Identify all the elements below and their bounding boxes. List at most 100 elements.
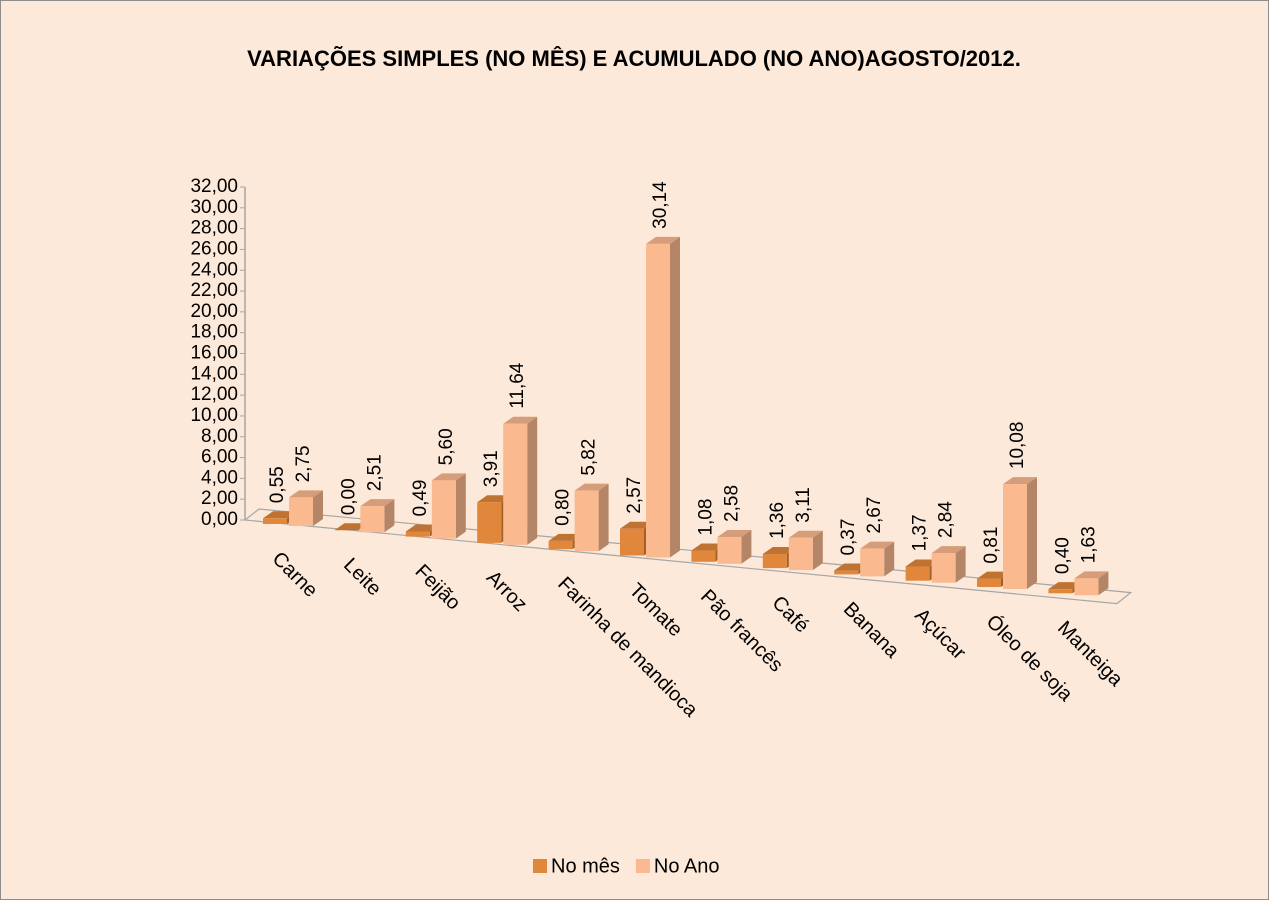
value-label: 11,64 xyxy=(507,362,528,409)
bar-group xyxy=(860,541,895,577)
legend-swatch xyxy=(533,859,547,873)
bar xyxy=(477,502,502,543)
bar-group xyxy=(788,530,823,571)
bar-side xyxy=(598,483,609,552)
value-label: 3,91 xyxy=(481,450,502,487)
bar-group xyxy=(431,473,466,539)
bar-top xyxy=(263,511,297,519)
legend-swatch xyxy=(635,859,650,873)
bar xyxy=(860,548,885,577)
bar-side xyxy=(812,530,823,571)
value-label: 2,57 xyxy=(624,477,645,514)
bar xyxy=(289,497,313,526)
value-label: 10,08 xyxy=(1007,422,1028,470)
bar-top xyxy=(762,546,797,554)
bar-top xyxy=(931,546,966,554)
bar-group xyxy=(1074,571,1109,596)
value-label: 2,58 xyxy=(721,485,742,522)
bar xyxy=(1003,484,1027,589)
chart-title: VARIAÇÕES SIMPLES (NO MÊS) E ACUMULADO (… xyxy=(247,46,1021,71)
bar-top xyxy=(431,473,466,481)
bar-top xyxy=(620,521,654,529)
bar-top xyxy=(289,490,323,498)
y-tick-label: 10,00 xyxy=(190,405,238,426)
value-label: 5,82 xyxy=(579,439,600,476)
bar xyxy=(1048,589,1073,594)
bar xyxy=(717,536,742,564)
bar-top xyxy=(405,524,440,532)
y-tick-label: 18,00 xyxy=(190,322,238,343)
bar-group xyxy=(334,523,369,531)
bar-top xyxy=(834,563,869,571)
value-label: 2,51 xyxy=(364,454,385,491)
value-label: 2,67 xyxy=(864,497,885,534)
value-label: 0,00 xyxy=(338,478,359,515)
bar-side xyxy=(741,529,752,564)
bar-top xyxy=(860,541,895,549)
bar-top xyxy=(788,530,823,538)
bar-group xyxy=(1003,477,1037,589)
bar xyxy=(762,553,787,569)
bar-side xyxy=(1098,571,1109,596)
bar xyxy=(263,518,287,524)
y-tick-label: 28,00 xyxy=(190,218,238,239)
bar-top xyxy=(717,529,752,537)
value-label: 0,49 xyxy=(410,480,431,517)
y-tick-label: 2,00 xyxy=(201,488,238,509)
value-label: 5,60 xyxy=(436,428,457,465)
bar xyxy=(620,528,644,556)
bar xyxy=(788,537,813,571)
value-label: 30,14 xyxy=(650,181,671,229)
bar xyxy=(548,540,573,550)
value-label: 1,36 xyxy=(767,502,788,539)
bar xyxy=(646,243,670,558)
bar-group xyxy=(360,499,395,533)
bar-top xyxy=(646,236,680,244)
y-tick-label: 12,00 xyxy=(190,384,238,405)
bar-top xyxy=(334,523,369,531)
bar xyxy=(931,553,956,583)
y-tick-label: 6,00 xyxy=(201,447,238,468)
bar-top xyxy=(574,483,609,491)
y-tick-label: 32,00 xyxy=(190,176,238,197)
bar-side xyxy=(455,473,466,539)
bar-group xyxy=(503,416,538,545)
bar xyxy=(360,506,385,533)
bar-group xyxy=(574,483,609,552)
y-tick-label: 24,00 xyxy=(190,259,238,280)
y-tick-label: 16,00 xyxy=(190,343,238,364)
y-tick-label: 4,00 xyxy=(201,467,238,488)
legend-label: No mês xyxy=(551,855,620,877)
y-tick-label: 30,00 xyxy=(190,197,238,218)
bar-side xyxy=(384,499,395,533)
bar xyxy=(691,550,716,562)
y-tick-label: 14,00 xyxy=(190,363,238,384)
bar xyxy=(503,423,528,545)
bar-side xyxy=(955,546,966,583)
value-label: 0,40 xyxy=(1052,537,1073,574)
bar xyxy=(905,566,930,581)
y-tick-label: 26,00 xyxy=(190,238,238,259)
bar-group xyxy=(717,529,752,564)
value-label: 1,37 xyxy=(910,514,931,551)
bar-side xyxy=(313,490,323,526)
bar-side xyxy=(527,416,538,545)
bar xyxy=(1074,578,1099,596)
bar xyxy=(431,480,456,539)
y-tick-label: 8,00 xyxy=(201,426,238,447)
y-tick-label: 20,00 xyxy=(190,301,238,322)
bar-top xyxy=(360,499,395,507)
bar-top xyxy=(503,416,538,424)
bar-top xyxy=(905,559,940,567)
bar-top xyxy=(477,495,512,503)
bar-side xyxy=(884,541,895,577)
bar xyxy=(574,490,599,552)
bar-top xyxy=(977,571,1011,579)
bar-top xyxy=(1003,477,1037,485)
bar-group xyxy=(289,490,323,526)
value-label: 2,75 xyxy=(293,445,314,482)
bar xyxy=(977,578,1001,587)
value-label: 0,80 xyxy=(553,489,574,526)
